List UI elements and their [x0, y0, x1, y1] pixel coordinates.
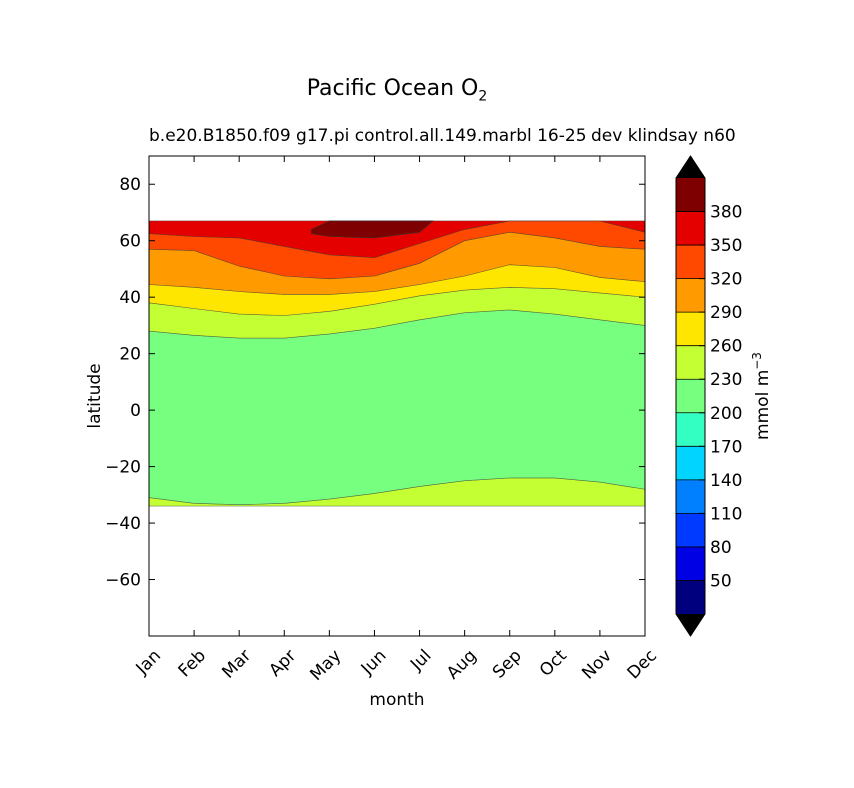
- colorbar-label: mmol m−3: [750, 352, 773, 440]
- y-axis: −60 −40 −20 0 20 40 60 80: [105, 175, 645, 591]
- y-tick-label: 40: [119, 288, 141, 308]
- x-tick-label: Jun: [357, 646, 391, 680]
- x-tick-label: Apr: [265, 646, 300, 681]
- x-axis-label: month: [369, 690, 424, 710]
- y-tick-label: 20: [119, 345, 141, 365]
- colorbar-tick-label: 140: [710, 471, 742, 491]
- x-tick-label: Feb: [175, 646, 210, 681]
- colorbar-tick-label: 50: [710, 571, 732, 591]
- colorbar-swatch: [676, 446, 705, 481]
- colorbar-outline: [675, 155, 706, 637]
- y-tick-label: −20: [105, 458, 141, 478]
- x-tick-label: Sep: [489, 646, 526, 683]
- x-tick-label: Jul: [406, 646, 435, 675]
- colorbar-tick-label: 290: [710, 303, 742, 323]
- colorbar: 50 80 110 140 170 200 230 260 290 320 350 380 mmol m…: [675, 155, 773, 637]
- x-tick-label: May: [306, 646, 345, 685]
- colorbar-swatch: [676, 546, 705, 581]
- colorbar-swatch: [676, 479, 705, 514]
- colorbar-tick-label: 110: [710, 504, 742, 524]
- x-tick-label: Aug: [443, 646, 481, 684]
- x-tick-label: Nov: [578, 646, 616, 684]
- colorbar-swatch: [676, 379, 705, 414]
- colorbar-label-superscript: −3: [750, 352, 764, 370]
- contour-fill-layer: [148, 220, 646, 507]
- colorbar-tick-label: 380: [710, 203, 742, 223]
- y-tick-label: 60: [119, 232, 141, 252]
- chart-title: Pacific Ocean O2: [306, 76, 488, 105]
- colorbar-swatch: [676, 278, 705, 313]
- contour-band-200-230: [148, 309, 646, 506]
- colorbar-tick-label: 350: [710, 236, 742, 256]
- colorbar-label-text: mmol m: [753, 370, 773, 440]
- x-tick-label: Mar: [218, 646, 255, 683]
- chart-subtitle-left: b.e20.B1850.f09 g17.pi control.all.149.m…: [149, 126, 587, 146]
- x-tick-label: Oct: [536, 646, 571, 681]
- y-tick-label: 0: [130, 401, 141, 421]
- colorbar-swatch: [676, 580, 705, 615]
- colorbar-swatch: [676, 178, 705, 212]
- y-tick-label: 80: [119, 175, 141, 195]
- plot-frame: [148, 155, 646, 637]
- colorbar-extend-min: [676, 614, 705, 636]
- colorbar-tick-label: 260: [710, 337, 742, 357]
- colorbar-swatch: [676, 345, 705, 380]
- y-axis-label: latitude: [85, 363, 105, 428]
- colorbar-tick-label: 200: [710, 404, 742, 424]
- colorbar-tick-label: 320: [710, 270, 742, 290]
- x-tick-label: Jan: [132, 646, 165, 679]
- colorbar-swatch: [676, 412, 705, 447]
- x-tick-label: Dec: [624, 646, 661, 683]
- colorbar-tick-label: 170: [710, 437, 742, 457]
- y-tick-label: −40: [105, 514, 141, 534]
- contour-band-max: [311, 220, 434, 239]
- colorbar-swatch: [676, 513, 705, 548]
- colorbar-extend-max: [676, 156, 705, 178]
- colorbar-swatch: [676, 245, 705, 279]
- y-tick-label: −60: [105, 571, 141, 591]
- colorbar-tick-label: 80: [710, 538, 732, 558]
- colorbar-swatch: [676, 211, 705, 246]
- colorbar-tick-label: 230: [710, 370, 742, 390]
- colorbar-swatch: [676, 312, 705, 346]
- chart-subtitle-right: dev klindsay n60: [591, 126, 736, 146]
